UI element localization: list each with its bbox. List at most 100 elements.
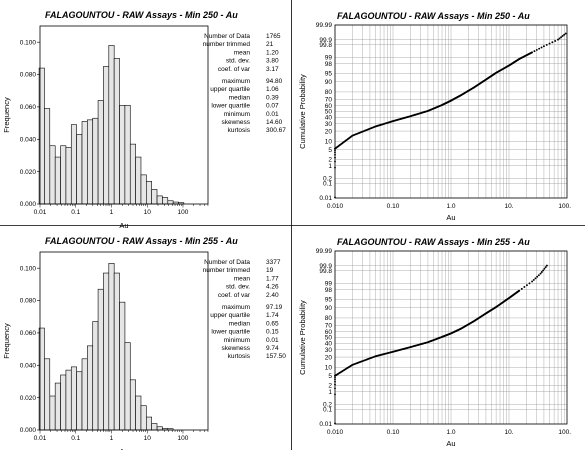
stat-label: lower quartile [211, 329, 250, 336]
x-tick-label: 0.010 [327, 203, 344, 210]
histogram-bar [124, 342, 131, 431]
stat-value: 157.50 [266, 353, 286, 360]
data-point [540, 271, 543, 273]
probability-title: FALAGOUNTOU - RAW Assays - Min 250 - Au [337, 11, 530, 21]
y-tick-label: 40 [325, 341, 333, 348]
x-axis-label: Au [119, 447, 128, 450]
stat-label: coef. of var [218, 66, 251, 73]
stat-value: 1765 [266, 33, 281, 40]
data-point [539, 272, 542, 275]
x-tick-label: 1 [110, 209, 114, 216]
stat-label: Number of Data [204, 33, 250, 40]
stat-value: 1.74 [266, 312, 279, 319]
y-tick-label: 98 [325, 287, 333, 294]
y-tick-label: 0.000 [20, 427, 37, 434]
data-point [564, 32, 567, 35]
data-point [545, 264, 548, 267]
y-tick-label: 0.100 [20, 265, 37, 272]
x-tick-label: 100. [558, 429, 571, 436]
stat-label: minimum [224, 337, 250, 344]
y-tick-label: 50 [325, 335, 333, 342]
stat-label: number trimmed [203, 41, 251, 48]
data-point [545, 43, 548, 46]
data-point [334, 166, 336, 169]
data-point [523, 286, 526, 288]
histogram-bar [44, 358, 51, 431]
histogram-bar [124, 104, 131, 205]
data-point [561, 35, 564, 37]
y-tick-label: 0.1 [323, 407, 332, 414]
data-point [334, 196, 336, 199]
stat-label: maximum [222, 304, 250, 311]
x-tick-label: 0.01 [34, 435, 47, 442]
stat-value: 0.15 [266, 329, 279, 336]
histogram-bar [97, 100, 104, 205]
x-tick-label: 0.01 [34, 209, 47, 216]
y-tick-label: 95 [325, 70, 333, 77]
histogram-bar [156, 426, 163, 431]
stat-value: 0.65 [266, 320, 279, 327]
x-tick-label: 0.10 [387, 203, 400, 210]
y-tick-label: 99 [325, 281, 333, 288]
y-tick-label: 98 [325, 61, 333, 68]
histogram-bar [156, 195, 163, 205]
stat-value: 3.80 [266, 58, 279, 65]
y-tick-label: 1 [328, 389, 332, 396]
histogram-bar [119, 104, 126, 205]
data-point [542, 269, 545, 272]
probability-frame [334, 24, 568, 199]
x-axis-label: Au [446, 213, 455, 222]
histogram-panel-1: FALAGOUNTOU - RAW Assays - Min 250 - Au 0… [2, 10, 286, 230]
histogram-title: FALAGOUNTOU - RAW Assays - Min 255 - Au [45, 236, 238, 246]
stat-value: 1.06 [266, 86, 279, 93]
y-tick-label: 40 [325, 115, 333, 122]
x-tick-label: 10 [144, 209, 152, 216]
stat-value: 3.17 [266, 66, 279, 73]
histogram-bar [113, 272, 120, 431]
stat-value: 97.19 [266, 304, 283, 311]
y-tick-label: 0.2 [323, 176, 332, 183]
histogram-bar [65, 369, 72, 431]
stat-value: 0.07 [266, 103, 279, 110]
stat-value: 94.80 [266, 78, 283, 85]
data-point [334, 378, 336, 381]
data-point [534, 277, 537, 280]
y-tick-label: 0.000 [20, 201, 37, 208]
histogram-bar [49, 395, 56, 431]
histogram-bar [167, 200, 174, 205]
probability-panel-2: FALAGOUNTOU - RAW Assays - Min 255 - Au 0… [298, 237, 571, 448]
y-tick-label: 0.040 [20, 362, 37, 369]
stat-value: 14.60 [266, 119, 283, 126]
histogram-bar [108, 263, 115, 431]
histogram-bar [65, 147, 72, 205]
y-tick-label: 2 [328, 156, 332, 163]
y-tick-label: 80 [325, 89, 333, 96]
y-tick-label: 0.060 [20, 330, 37, 337]
data-point [334, 383, 336, 386]
data-point [560, 36, 563, 39]
histogram-bar [103, 272, 110, 431]
probability-frame [334, 250, 568, 425]
x-tick-label: 1.0 [446, 429, 455, 436]
y-tick-label: 60 [325, 103, 333, 110]
histogram-bar [113, 58, 120, 205]
stat-value: 21 [266, 41, 274, 48]
y-tick-label: 99.9 [319, 37, 332, 44]
y-tick-label: 80 [325, 315, 333, 322]
data-point [334, 149, 336, 152]
y-tick-label: 90 [325, 305, 333, 312]
data-point [540, 46, 543, 49]
stat-label: upper quartile [210, 86, 250, 93]
probability-title: FALAGOUNTOU - RAW Assays - Min 255 - Au [337, 237, 530, 247]
histogram-title: FALAGOUNTOU - RAW Assays - Min 250 - Au [45, 10, 238, 20]
y-tick-label: 20 [325, 354, 333, 361]
data-point [334, 376, 336, 379]
stat-label: lower quartile [211, 103, 250, 110]
y-tick-label: 60 [325, 329, 333, 336]
y-tick-label: 0.01 [319, 421, 332, 428]
x-tick-label: 10. [504, 429, 513, 436]
x-tick-label: 0.010 [327, 429, 344, 436]
y-tick-label: 2 [328, 382, 332, 389]
histogram-bar [92, 117, 99, 205]
